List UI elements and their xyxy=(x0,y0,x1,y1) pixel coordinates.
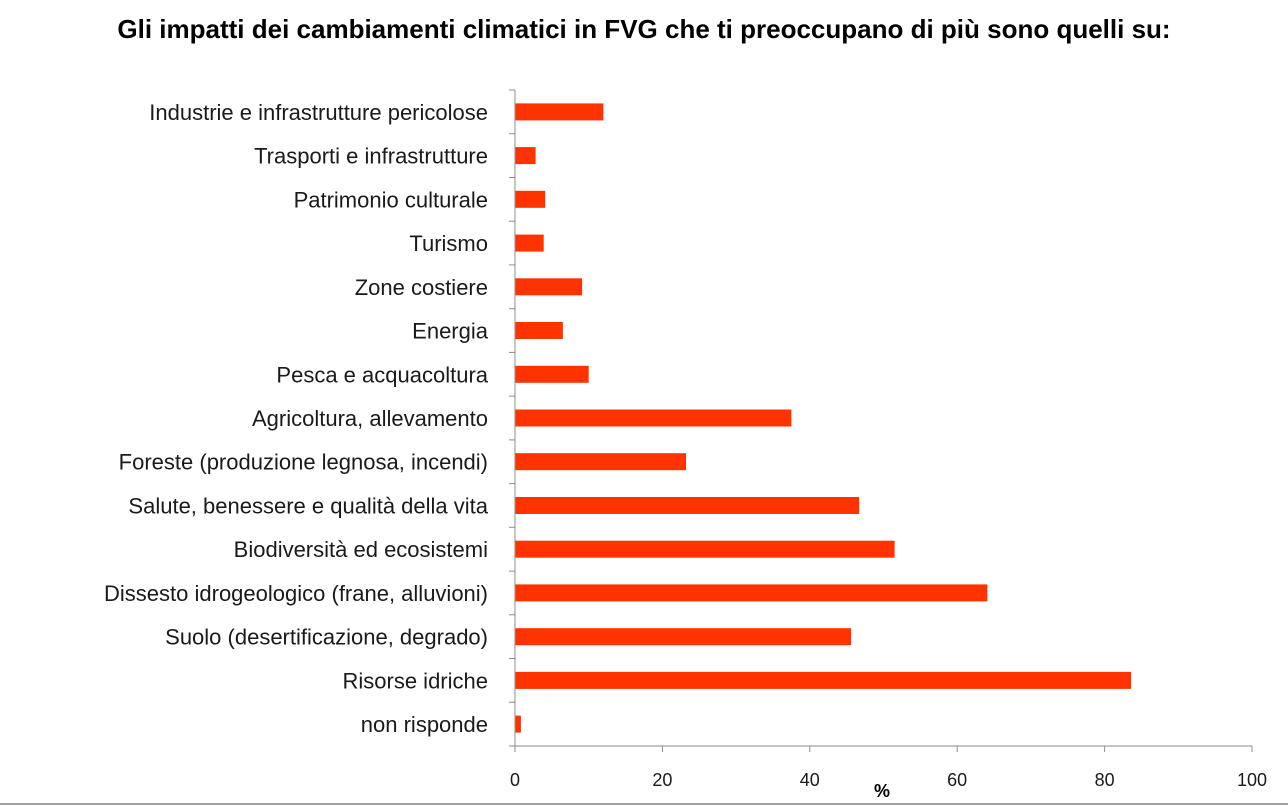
category-label: Suolo (desertificazione, degrado) xyxy=(165,625,488,650)
category-labels: Industrie e infrastrutture pericolose Tra… xyxy=(104,100,489,737)
category-label: Energia xyxy=(412,319,489,344)
bar xyxy=(515,147,536,165)
category-label: Patrimonio culturale xyxy=(294,187,488,212)
bar xyxy=(515,278,583,296)
category-label: Turismo xyxy=(409,231,488,256)
x-tick-label: 100 xyxy=(1237,770,1267,790)
bar xyxy=(515,628,852,646)
x-tick-label: 80 xyxy=(1095,770,1115,790)
bar xyxy=(515,715,521,733)
x-tick-label: 0 xyxy=(510,770,520,790)
bar xyxy=(515,584,988,602)
category-label: Industrie e infrastrutture pericolose xyxy=(149,100,488,125)
axes: 0 20 40 60 80 100% xyxy=(509,89,1267,801)
category-label: Biodiversità ed ecosistemi xyxy=(234,537,488,562)
category-label: non risponde xyxy=(361,712,488,737)
bar xyxy=(515,453,686,471)
category-label: Dissesto idrogeologico (frane, alluvioni… xyxy=(104,581,488,606)
bar xyxy=(515,322,563,339)
bar xyxy=(515,190,546,208)
category-label: Trasporti e infrastrutture xyxy=(254,144,488,169)
x-axis-title: % xyxy=(874,781,890,801)
category-label: Salute, benessere e qualità della vita xyxy=(128,494,488,519)
bar xyxy=(515,103,604,121)
x-tick-label: 20 xyxy=(652,770,672,790)
category-label: Foreste (produzione legnosa, incendi) xyxy=(119,450,488,475)
bars-layer xyxy=(515,103,1132,733)
bar xyxy=(515,409,792,427)
x-tick-label: 60 xyxy=(947,770,967,790)
category-label: Zone costiere xyxy=(355,275,488,300)
category-label: Risorse idriche xyxy=(343,668,489,693)
bar xyxy=(515,540,895,558)
bar xyxy=(515,671,1132,689)
category-label: Agricoltura, allevamento xyxy=(252,406,488,431)
bar xyxy=(515,497,860,514)
x-tick-label: 40 xyxy=(800,770,820,790)
category-label: Pesca e acquacoltura xyxy=(276,362,488,387)
bar xyxy=(515,234,544,252)
bar xyxy=(515,365,589,383)
chart-title: Gli impatti dei cambiamenti climatici in… xyxy=(117,14,1171,44)
